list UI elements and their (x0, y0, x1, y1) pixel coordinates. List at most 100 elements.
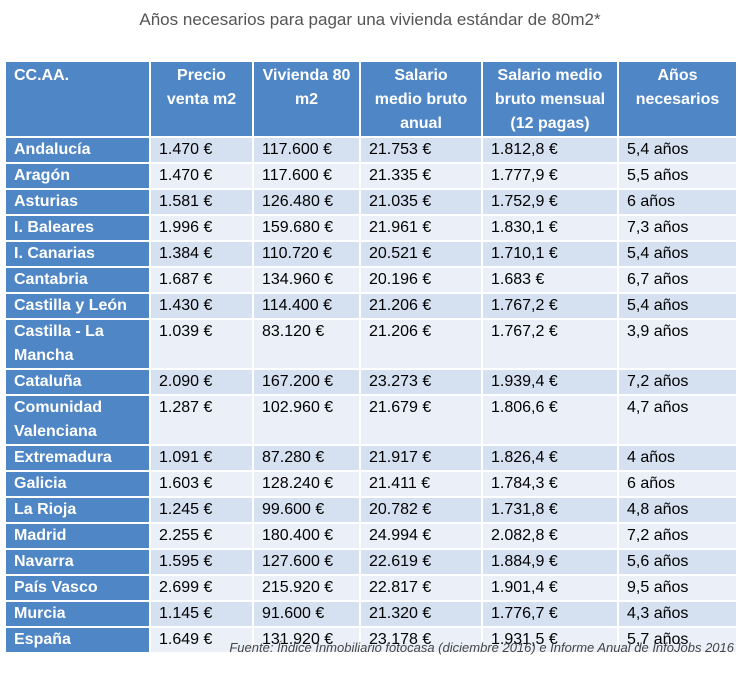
table-cell: 1.752,9 € (481, 188, 619, 216)
table-cell: 5,4 años (617, 292, 738, 320)
table-cell: 23.273 € (359, 368, 483, 396)
table-cell: 20.521 € (359, 240, 483, 268)
table-cell: 1.470 € (149, 136, 254, 164)
table-cell: 20.782 € (359, 496, 483, 524)
header-row: CC.AA. Precio venta m2 Vivienda 80 m2 Salar… (4, 60, 738, 138)
table-cell: 159.680 € (252, 214, 361, 242)
table-cell: 2.255 € (149, 522, 254, 550)
table-cell: 1.384 € (149, 240, 254, 268)
table-cell: 1.649 € (149, 626, 254, 654)
region-cell: Cataluña (4, 368, 151, 396)
table-row: Murcia 1.145 €91.600 €21.320 €1.776,7 €4,… (4, 600, 738, 628)
table-row: Galicia 1.603 €128.240 €21.411 €1.784,3 €… (4, 470, 738, 498)
table-cell: 1.731,8 € (481, 496, 619, 524)
table-cell: 21.320 € (359, 600, 483, 628)
region-cell: Castilla - La Mancha (4, 318, 151, 370)
table-cell: 167.200 € (252, 368, 361, 396)
table-cell: 1.710,1 € (481, 240, 619, 268)
table-row: Aragón 1.470 €117.600 €21.335 €1.777,9 €5… (4, 162, 738, 190)
region-cell: Murcia (4, 600, 151, 628)
table-cell: 1.245 € (149, 496, 254, 524)
table-cell: 5,4 años (617, 240, 738, 268)
table-cell: 1.767,2 € (481, 292, 619, 320)
table-row: País Vasco 2.699 €215.920 €22.817 €1.901,… (4, 574, 738, 602)
table-cell: 1.683 € (481, 266, 619, 294)
table-cell: 20.196 € (359, 266, 483, 294)
region-cell: La Rioja (4, 496, 151, 524)
table-cell: 1.806,6 € (481, 394, 619, 446)
table-cell: 128.240 € (252, 470, 361, 498)
region-cell: Galicia (4, 470, 151, 498)
table-cell: 117.600 € (252, 136, 361, 164)
table-row: Comunidad Valenciana 1.287 €102.960 €21.6… (4, 394, 738, 446)
table-cell: 2.090 € (149, 368, 254, 396)
region-cell: Andalucía (4, 136, 151, 164)
source-note: Fuente: Índice Inmobiliario fotocasa (di… (229, 640, 734, 655)
table-cell: 21.035 € (359, 188, 483, 216)
table-cell: 117.600 € (252, 162, 361, 190)
table-cell: 21.679 € (359, 394, 483, 446)
table-cell: 127.600 € (252, 548, 361, 576)
table-cell: 1.091 € (149, 444, 254, 472)
table-cell: 7,2 años (617, 522, 738, 550)
table-cell: 22.817 € (359, 574, 483, 602)
table-cell: 21.206 € (359, 292, 483, 320)
table-cell: 9,5 años (617, 574, 738, 602)
table-cell: 126.480 € (252, 188, 361, 216)
region-cell: Aragón (4, 162, 151, 190)
region-cell: Extremadura (4, 444, 151, 472)
table-cell: 1.939,4 € (481, 368, 619, 396)
table-cell: 6 años (617, 470, 738, 498)
table-cell: 180.400 € (252, 522, 361, 550)
table-cell: 1.767,2 € (481, 318, 619, 370)
table-cell: 215.920 € (252, 574, 361, 602)
table-row: Andalucía 1.470 €117.600 €21.753 €1.812,8… (4, 136, 738, 164)
table-cell: 4,3 años (617, 600, 738, 628)
table-cell: 87.280 € (252, 444, 361, 472)
table-body: Andalucía 1.470 €117.600 €21.753 €1.812,8… (4, 136, 738, 654)
table-cell: 1.039 € (149, 318, 254, 370)
table-cell: 4,7 años (617, 394, 738, 446)
region-cell: I. Baleares (4, 214, 151, 242)
table-cell: 21.335 € (359, 162, 483, 190)
table-cell: 7,3 años (617, 214, 738, 242)
table-row: I. Canarias 1.384 €110.720 €20.521 €1.710… (4, 240, 738, 268)
table-cell: 1.603 € (149, 470, 254, 498)
table-cell: 6,7 años (617, 266, 738, 294)
table-cell: 91.600 € (252, 600, 361, 628)
table-row: Asturias 1.581 €126.480 €21.035 €1.752,9 … (4, 188, 738, 216)
table-cell: 7,2 años (617, 368, 738, 396)
table-cell: 5,4 años (617, 136, 738, 164)
table-cell: 99.600 € (252, 496, 361, 524)
table-row: España 1.649 €131.920 €23.178 €1.931,5 €5… (4, 626, 738, 654)
table-row: Madrid 2.255 €180.400 €24.994 €2.082,8 €7… (4, 522, 738, 550)
header-cell: Precio venta m2 (149, 60, 254, 138)
region-cell: Navarra (4, 548, 151, 576)
table-cell: 5,5 años (617, 162, 738, 190)
table-cell: 1.784,3 € (481, 470, 619, 498)
table-cell: 3,9 años (617, 318, 738, 370)
table-cell: 21.206 € (359, 318, 483, 370)
table-cell: 1.901,4 € (481, 574, 619, 602)
table-row: Extremadura 1.091 €87.280 €21.917 €1.826,… (4, 444, 738, 472)
header-cell: Años necesarios (617, 60, 738, 138)
table-row: Navarra 1.595 €127.600 €22.619 €1.884,9 €… (4, 548, 738, 576)
table-cell: 21.961 € (359, 214, 483, 242)
table-cell: 1.931,5 € (481, 626, 619, 654)
table-cell: 131.920 € (252, 626, 361, 654)
table-cell: 4 años (617, 444, 738, 472)
region-cell: Comunidad Valenciana (4, 394, 151, 446)
table-row: Cataluña 2.090 €167.200 €23.273 €1.939,4 … (4, 368, 738, 396)
table-cell: 1.812,8 € (481, 136, 619, 164)
table-cell: 1.776,7 € (481, 600, 619, 628)
table-cell: 110.720 € (252, 240, 361, 268)
region-cell: I. Canarias (4, 240, 151, 268)
table-row: Cantabria 1.687 €134.960 €20.196 €1.683 €… (4, 266, 738, 294)
table-cell: 22.619 € (359, 548, 483, 576)
table-row: I. Baleares 1.996 €159.680 €21.961 €1.830… (4, 214, 738, 242)
table-cell: 1.145 € (149, 600, 254, 628)
table-cell: 1.687 € (149, 266, 254, 294)
region-cell: País Vasco (4, 574, 151, 602)
table-cell: 1.777,9 € (481, 162, 619, 190)
